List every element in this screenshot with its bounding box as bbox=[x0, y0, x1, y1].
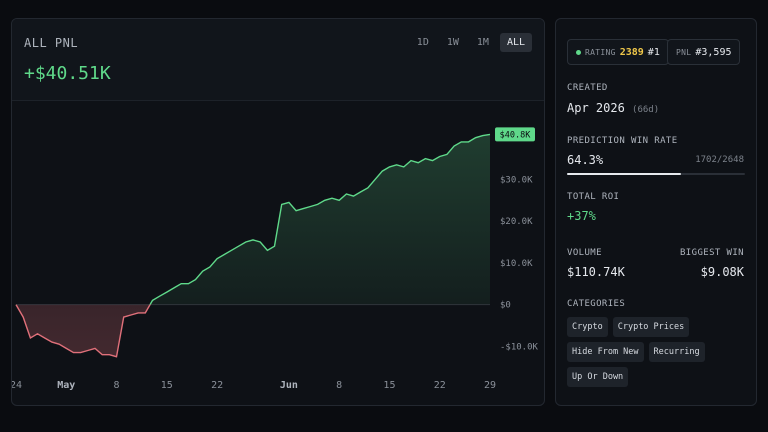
status-dot-icon bbox=[576, 49, 581, 55]
win-rate-value: 64.3% bbox=[567, 153, 604, 167]
pnl-line-positive bbox=[16, 133, 491, 305]
volume-label: VOLUME bbox=[567, 248, 602, 258]
pnl-label: ALL PNL bbox=[24, 36, 79, 50]
biggest-win-value: $9.08K bbox=[700, 265, 744, 279]
x-tick-label: 15 bbox=[383, 380, 395, 391]
pnl-chart[interactable]: -$10.0K $0 $10.0K $20.0K $30.0K $40.8K 24 May 8 1… bbox=[12, 101, 545, 406]
created-value: Apr 2026 (66d) bbox=[567, 101, 659, 115]
x-tick-label: 24 bbox=[12, 380, 22, 391]
category-chip-recurring[interactable]: Recurring bbox=[648, 342, 705, 362]
profile-stats-panel: RATING 2389 #1 PNL #3,595 CREATED Apr 20… bbox=[555, 18, 757, 406]
x-tick-label: May bbox=[57, 380, 75, 391]
y-tick-label: $20.0K bbox=[500, 217, 533, 227]
y-tick-label: $10.0K bbox=[500, 259, 533, 269]
x-tick-label: 22 bbox=[434, 380, 446, 391]
range-tab-1m[interactable]: 1M bbox=[476, 37, 489, 48]
x-tick-label: 29 bbox=[484, 380, 496, 391]
pnl-rank-label: PNL bbox=[676, 47, 692, 57]
win-rate-bar bbox=[567, 173, 745, 175]
category-chip-crypto[interactable]: Crypto bbox=[567, 317, 608, 337]
y-tick-label: -$10.0K bbox=[500, 342, 539, 352]
x-tick-label: 22 bbox=[211, 380, 223, 391]
x-tick-label: Jun bbox=[280, 380, 298, 391]
x-tick-label: 8 bbox=[336, 380, 342, 391]
y-tick-label: $30.0K bbox=[500, 175, 533, 185]
biggest-win-label: BIGGEST WIN bbox=[679, 248, 744, 258]
negative-area bbox=[16, 304, 151, 357]
end-value-label-bg bbox=[495, 127, 535, 142]
pnl-line-negative bbox=[15, 304, 151, 358]
category-chip-up-or-down[interactable]: Up Or Down bbox=[567, 367, 629, 387]
range-tab-all[interactable]: ALL bbox=[499, 33, 532, 52]
created-date: Apr 2026 bbox=[567, 101, 625, 115]
end-value-label: $40.8K bbox=[500, 130, 532, 140]
win-rate-label: PREDICTION WIN RATE bbox=[567, 136, 678, 146]
range-tab-1d[interactable]: 1D bbox=[416, 37, 429, 48]
pnl-rank-badge[interactable]: PNL #3,595 bbox=[667, 39, 741, 65]
created-label: CREATED bbox=[567, 83, 608, 93]
roi-value: +37% bbox=[567, 209, 596, 223]
rating-rank: #1 bbox=[647, 46, 660, 58]
categories-label: CATEGORIES bbox=[567, 299, 626, 309]
chart-header: ALL PNL +$40.51K 1D 1W 1M ALL bbox=[12, 19, 544, 101]
positive-area bbox=[16, 134, 490, 305]
category-chip-crypto-prices[interactable]: Crypto Prices bbox=[612, 317, 690, 337]
volume-value: $110.74K bbox=[567, 265, 625, 279]
rating-badge[interactable]: RATING 2389 #1 bbox=[567, 39, 669, 65]
pnl-value: +$40.51K bbox=[24, 63, 111, 84]
category-chips: Crypto Crypto Prices Hide From New Recur… bbox=[567, 317, 753, 387]
y-tick-label: $0 bbox=[500, 301, 511, 311]
rating-label: RATING bbox=[585, 47, 616, 57]
rating-value: 2389 bbox=[619, 46, 644, 58]
pnl-chart-panel: ALL PNL +$40.51K 1D 1W 1M ALL -$10.0K $0 $… bbox=[11, 18, 545, 406]
category-chip-hide-from-new[interactable]: Hide From New bbox=[567, 342, 644, 362]
range-tab-1w[interactable]: 1W bbox=[446, 37, 459, 48]
x-tick-label: 15 bbox=[161, 380, 173, 391]
created-days: (66d) bbox=[632, 105, 660, 115]
win-rate-bar-fill bbox=[567, 173, 682, 175]
pnl-rank-value: #3,595 bbox=[695, 46, 732, 58]
x-tick-label: 8 bbox=[114, 380, 120, 391]
win-rate-fraction: 1702/2648 bbox=[695, 155, 744, 165]
roi-label: TOTAL ROI bbox=[567, 192, 620, 202]
range-tabs: 1D 1W 1M ALL bbox=[410, 33, 532, 52]
